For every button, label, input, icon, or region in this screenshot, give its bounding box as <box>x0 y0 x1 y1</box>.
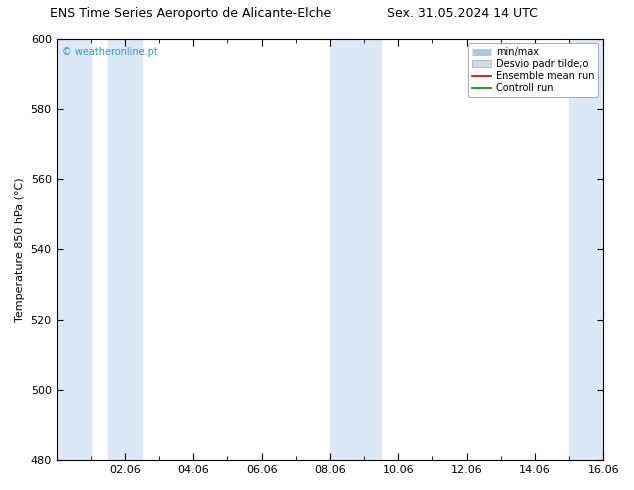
Bar <box>56 39 91 460</box>
Bar <box>108 39 142 460</box>
Text: Sex. 31.05.2024 14 UTC: Sex. 31.05.2024 14 UTC <box>387 7 538 21</box>
Text: © weatheronline.pt: © weatheronline.pt <box>62 47 158 57</box>
Text: ENS Time Series Aeroporto de Alicante-Elche: ENS Time Series Aeroporto de Alicante-El… <box>49 7 331 21</box>
Y-axis label: Temperature 850 hPa (°C): Temperature 850 hPa (°C) <box>15 177 25 321</box>
Bar <box>330 39 381 460</box>
Legend: min/max, Desvio padr tilde;o, Ensemble mean run, Controll run: min/max, Desvio padr tilde;o, Ensemble m… <box>468 44 598 97</box>
Bar <box>569 39 603 460</box>
